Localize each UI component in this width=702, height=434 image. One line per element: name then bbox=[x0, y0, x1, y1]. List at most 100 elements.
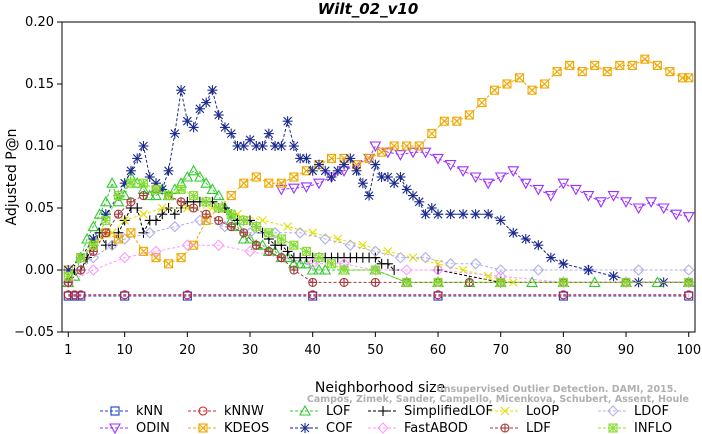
data-point-kdeos bbox=[126, 228, 136, 238]
data-point-kdeos bbox=[627, 60, 637, 70]
plot-area bbox=[62, 54, 695, 301]
chart-title: Wilt_02_v10 bbox=[318, 0, 419, 18]
data-point-fastabod bbox=[432, 264, 444, 276]
data-point-ldof bbox=[494, 264, 507, 276]
data-point-inflo bbox=[326, 259, 337, 269]
legend-entry-loop: LoOP bbox=[490, 404, 559, 419]
data-point-knnw bbox=[684, 290, 694, 300]
data-point-fastabod bbox=[150, 245, 162, 258]
data-point-ldof bbox=[344, 239, 357, 251]
data-point-odin bbox=[469, 172, 482, 184]
legend-label-odin: ODIN bbox=[136, 421, 170, 434]
data-point-ldof bbox=[419, 251, 432, 264]
data-point-loop bbox=[483, 271, 493, 281]
data-point-inflo bbox=[113, 191, 123, 201]
data-point-kdeos bbox=[377, 147, 387, 157]
legend-label-fastabod: FastABOD bbox=[404, 421, 468, 434]
data-point-cof bbox=[545, 252, 556, 263]
data-point-ldf bbox=[138, 191, 149, 201]
legend-label-inflo: INFLO bbox=[634, 421, 672, 434]
data-point-kdeos bbox=[151, 253, 161, 263]
data-point-kdeos bbox=[326, 153, 337, 163]
data-point-loop bbox=[120, 216, 130, 225]
data-point-ldof bbox=[532, 264, 545, 276]
legend-label-knn: kNN bbox=[136, 404, 163, 419]
data-point-odin bbox=[407, 147, 419, 159]
data-point-ldf bbox=[251, 240, 261, 250]
legend-marker-loop bbox=[500, 406, 510, 416]
data-point-fastabod bbox=[212, 239, 225, 251]
data-point-kdeos bbox=[439, 116, 449, 126]
data-point-fastabod bbox=[244, 245, 256, 258]
data-point-simplifiedlof bbox=[113, 227, 124, 238]
data-point-kdeos bbox=[602, 67, 612, 77]
data-point-cof bbox=[276, 141, 287, 151]
data-point-kdeos bbox=[590, 60, 600, 70]
data-point-ldf bbox=[76, 265, 86, 275]
series-ldof bbox=[62, 214, 695, 289]
data-point-odin bbox=[682, 212, 695, 223]
data-point-cof bbox=[288, 141, 299, 151]
data-point-inflo bbox=[201, 197, 211, 207]
data-point-kdeos bbox=[514, 73, 525, 83]
x-tick-label: 1 bbox=[64, 343, 72, 358]
data-point-inflo bbox=[621, 277, 631, 287]
data-point-cof bbox=[238, 141, 249, 151]
data-point-odin bbox=[569, 184, 582, 196]
x-tick-label: 90 bbox=[618, 343, 635, 358]
data-point-ldof bbox=[444, 258, 457, 270]
data-point-odin bbox=[482, 178, 495, 190]
plot-frame bbox=[61, 21, 696, 333]
x-tick-label: 60 bbox=[430, 343, 447, 358]
legend-label-knnw: kNNW bbox=[224, 404, 264, 419]
data-point-kdeos bbox=[477, 98, 487, 108]
data-point-ldof bbox=[319, 233, 332, 245]
data-point-inflo bbox=[433, 277, 443, 287]
data-point-odin bbox=[620, 197, 632, 208]
data-point-odin bbox=[582, 191, 595, 202]
data-point-cof bbox=[188, 122, 199, 133]
legend-marker-ldof bbox=[607, 405, 619, 417]
data-point-inflo bbox=[76, 253, 86, 263]
legend-entry-lof: LOF bbox=[290, 404, 351, 419]
data-point-odin bbox=[557, 178, 570, 190]
data-point-kdeos bbox=[540, 79, 550, 89]
data-point-kdeos bbox=[176, 253, 186, 263]
data-point-lof bbox=[206, 183, 219, 194]
data-point-odin bbox=[313, 178, 325, 190]
data-point-knnw bbox=[182, 290, 192, 300]
data-point-lof bbox=[193, 170, 206, 182]
legend-label-simplifiedlof: SimplifiedLOF bbox=[404, 404, 493, 419]
data-point-ldof bbox=[143, 227, 156, 239]
data-point-simplifiedlof bbox=[169, 209, 180, 220]
x-tick-label: 10 bbox=[116, 343, 133, 358]
legend-marker-knnw bbox=[198, 406, 208, 416]
data-point-ldf bbox=[308, 277, 318, 287]
data-point-ldf bbox=[289, 265, 299, 275]
data-point-inflo bbox=[496, 277, 506, 287]
data-point-kdeos bbox=[464, 110, 474, 120]
data-point-inflo bbox=[684, 277, 694, 287]
legend-marker-odin bbox=[109, 423, 121, 434]
data-point-kdeos bbox=[301, 166, 311, 176]
data-point-cof bbox=[201, 97, 212, 108]
y-axis: −0.05 0.00 0.05 0.10 0.15 0.20 bbox=[14, 15, 62, 340]
data-point-cof bbox=[458, 209, 469, 220]
data-point-inflo bbox=[264, 228, 274, 238]
data-point-inflo bbox=[251, 222, 261, 232]
data-point-loop bbox=[139, 209, 148, 219]
legend: kNN kNNW LOF SimplifiedLOF LoOP LDOF ODIN KDEOS… bbox=[100, 404, 672, 434]
legend-entry-ldof: LDOF bbox=[598, 404, 669, 419]
data-point-inflo bbox=[189, 191, 199, 201]
legend-entry-odin: ODIN bbox=[100, 421, 170, 434]
legend-label-loop: LoOP bbox=[526, 404, 559, 419]
data-point-kdeos bbox=[113, 234, 123, 244]
legend-marker-kdeos bbox=[198, 423, 208, 433]
data-point-ldof bbox=[469, 258, 482, 270]
data-point-ldof bbox=[269, 227, 281, 239]
data-point-ldf bbox=[276, 253, 286, 263]
data-point-cof bbox=[558, 258, 569, 269]
data-point-cof bbox=[207, 85, 218, 96]
data-point-simplifiedlof bbox=[370, 252, 381, 263]
